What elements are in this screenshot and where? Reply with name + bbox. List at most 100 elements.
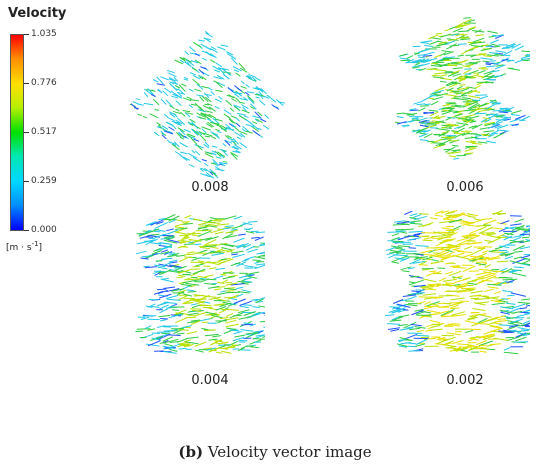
- velocity-vector: [413, 284, 426, 288]
- velocity-vector: [229, 107, 235, 112]
- velocity-vector: [167, 69, 175, 74]
- velocity-vector: [434, 133, 441, 136]
- velocity-vector: [443, 148, 452, 151]
- velocity-vector: [488, 269, 498, 273]
- velocity-vector: [234, 85, 242, 92]
- caption-letter: (b): [178, 443, 204, 461]
- velocity-vector: [494, 53, 504, 57]
- velocity-vector: [147, 220, 157, 226]
- velocity-vector: [196, 130, 203, 136]
- colorbar-tick-label: 0.000: [31, 225, 57, 235]
- velocity-vector: [432, 96, 444, 101]
- velocity-vector: [483, 72, 492, 78]
- velocity-vector: [233, 69, 239, 73]
- velocity-vector: [184, 277, 192, 281]
- velocity-vector: [507, 228, 521, 236]
- velocity-vector: [478, 102, 488, 108]
- velocity-vector: [215, 134, 220, 139]
- velocity-vector: [222, 249, 233, 252]
- velocity-vector: [468, 101, 478, 106]
- velocity-vector: [467, 86, 477, 89]
- velocity-vector: [135, 98, 141, 101]
- velocity-vector: [215, 267, 226, 271]
- velocity-vector: [241, 109, 250, 114]
- velocity-vector: [510, 292, 527, 297]
- velocity-vector: [474, 298, 490, 300]
- velocity-vector: [487, 113, 499, 116]
- velocity-vector: [215, 62, 223, 68]
- velocity-vector: [419, 139, 429, 142]
- velocity-vector: [489, 343, 501, 346]
- velocity-vector: [511, 303, 526, 309]
- velocity-vector: [250, 103, 257, 110]
- velocity-vector: [391, 307, 406, 314]
- velocity-vector: [490, 227, 503, 230]
- velocity-vector: [451, 339, 464, 345]
- velocity-vector: [442, 278, 457, 282]
- velocity-vector: [201, 85, 209, 89]
- velocity-vector: [509, 67, 520, 71]
- velocity-vector: [191, 234, 198, 237]
- velocity-vector: [466, 27, 476, 32]
- colorbar-tick-label: 0.517: [31, 127, 57, 137]
- velocity-vector: [420, 42, 429, 44]
- velocity-vector: [385, 314, 395, 317]
- velocity-vector: [231, 55, 237, 60]
- velocity-vector: [420, 249, 433, 254]
- velocity-vector: [201, 57, 207, 61]
- velocity-vector: [476, 53, 487, 56]
- velocity-vector: [453, 249, 466, 253]
- velocity-vector: [500, 234, 513, 239]
- vector-panel-0006: [380, 12, 530, 162]
- velocity-vector: [270, 97, 277, 103]
- velocity-vector: [259, 321, 265, 323]
- velocity-vector: [236, 136, 242, 140]
- velocity-vector: [440, 255, 455, 261]
- velocity-vector: [183, 222, 193, 225]
- velocity-vector: [494, 270, 510, 273]
- velocity-vector: [463, 245, 472, 250]
- velocity-vector: [420, 121, 426, 124]
- velocity-vector: [419, 62, 430, 67]
- velocity-vector: [389, 249, 400, 253]
- velocity-vector: [510, 223, 522, 226]
- colorbar-tick: [24, 181, 29, 182]
- velocity-vector: [255, 263, 265, 266]
- velocity-vector: [258, 99, 266, 106]
- velocity-vector: [223, 113, 231, 119]
- velocity-vector: [506, 279, 515, 284]
- velocity-vector: [465, 288, 474, 291]
- velocity-vector: [196, 145, 203, 151]
- velocity-vector: [454, 96, 462, 98]
- velocity-vector: [419, 124, 429, 128]
- velocity-vector: [427, 122, 436, 125]
- velocity-vector: [199, 246, 210, 250]
- velocity-vector: [217, 151, 226, 158]
- velocity-vector: [244, 115, 249, 118]
- velocity-vector: [142, 315, 157, 317]
- velocity-vector: [195, 349, 205, 353]
- velocity-vector: [521, 50, 530, 53]
- velocity-vector: [476, 340, 488, 346]
- velocity-vector: [523, 257, 530, 260]
- velocity-vector: [479, 350, 487, 353]
- velocity-vector: [180, 236, 190, 241]
- velocity-vector: [468, 103, 481, 111]
- velocity-vector: [228, 274, 238, 278]
- velocity-vector: [478, 313, 492, 318]
- velocity-vector: [209, 217, 218, 220]
- velocity-vector: [465, 152, 474, 155]
- velocity-vector: [252, 129, 261, 137]
- velocity-vector: [136, 240, 150, 245]
- velocity-vector: [467, 317, 476, 321]
- velocity-vector: [218, 344, 232, 346]
- velocity-vector: [458, 30, 469, 33]
- velocity-vector: [452, 67, 463, 70]
- velocity-vector: [408, 115, 419, 118]
- velocity-vector: [173, 81, 178, 85]
- velocity-vector: [205, 172, 214, 179]
- velocity-vector: [217, 130, 222, 134]
- velocity-vector: [456, 343, 469, 346]
- velocity-vector: [177, 91, 183, 98]
- velocity-vector: [454, 104, 466, 107]
